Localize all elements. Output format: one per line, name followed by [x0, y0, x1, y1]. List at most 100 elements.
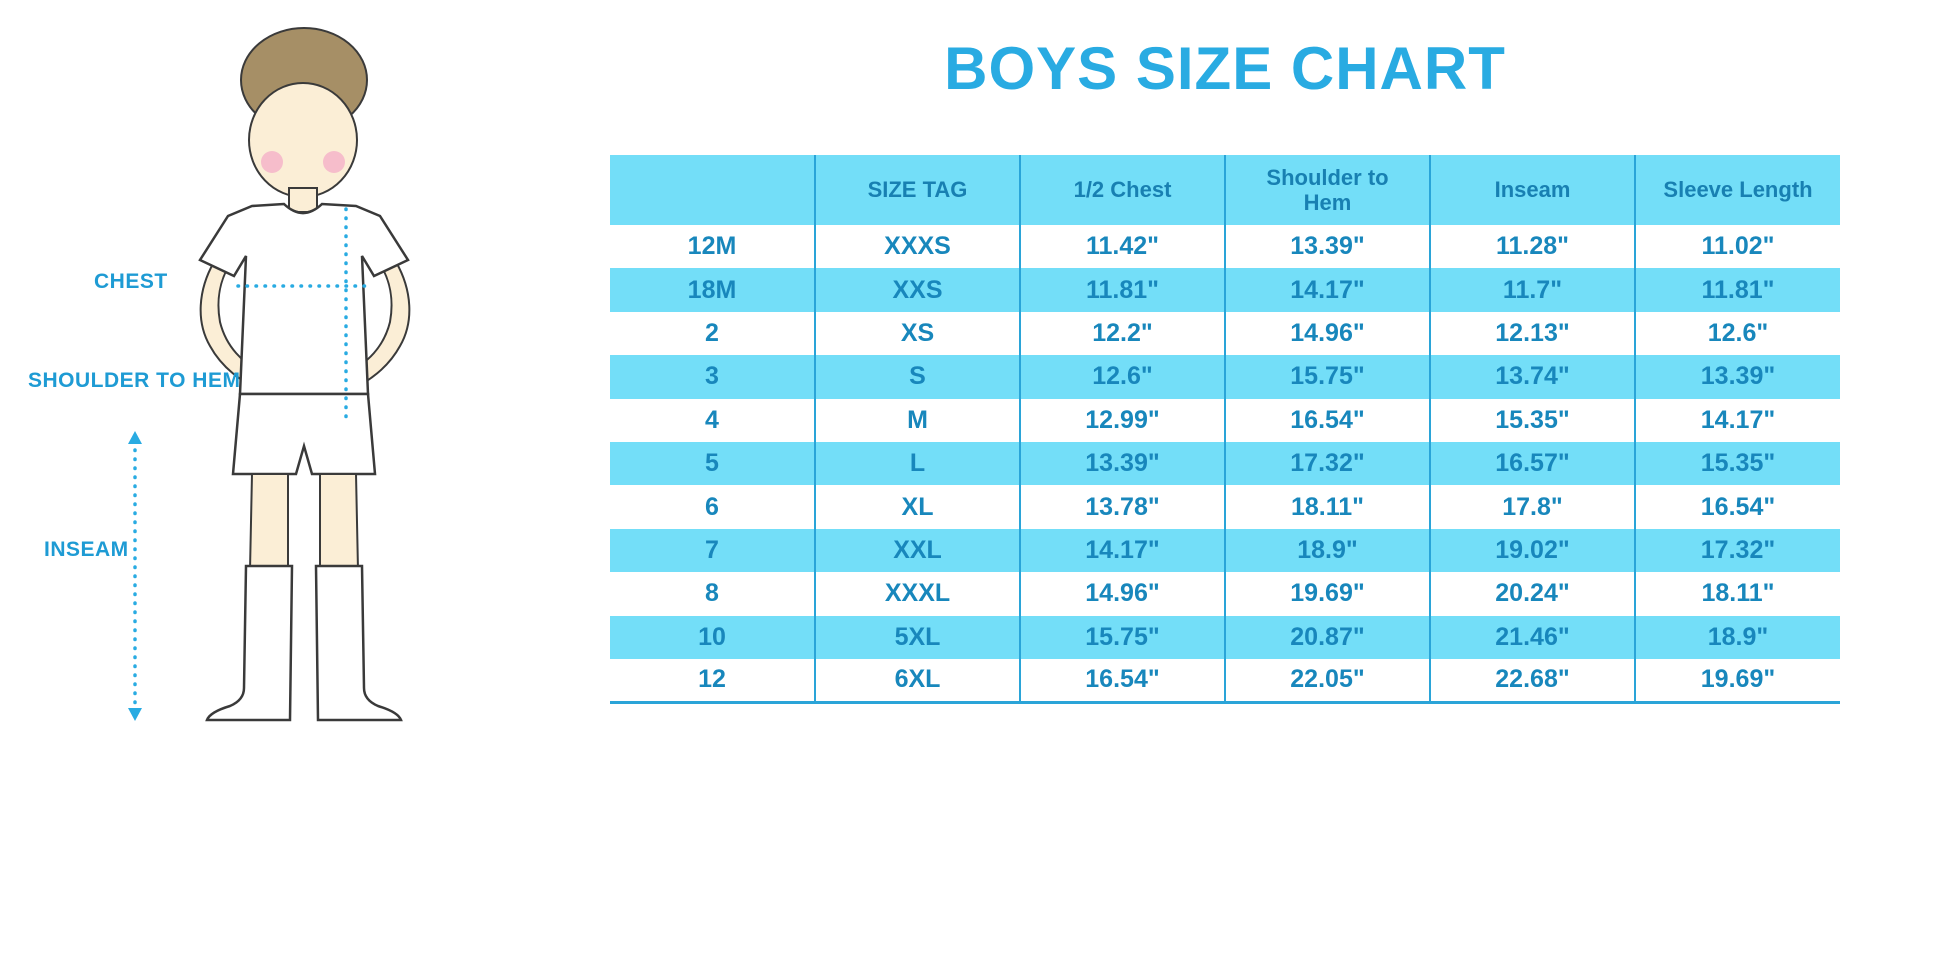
value-cell: 15.35": [1634, 441, 1840, 486]
size-cell: 6: [705, 492, 719, 521]
chest-label: CHEST: [94, 270, 168, 293]
value-cell: 14.17": [1634, 398, 1840, 442]
size-cell: 3: [610, 355, 815, 399]
value-cell: 12.6": [1019, 355, 1225, 399]
value-cell: S: [814, 355, 1020, 399]
value-cell: 14.96": [1224, 311, 1430, 356]
value-cell: 20.24": [1429, 572, 1635, 616]
leg-left: [248, 473, 289, 571]
value-cell: 19.69": [1634, 658, 1840, 703]
blush-right: [323, 151, 345, 173]
page-title: BOYS SIZE CHART: [944, 35, 1506, 102]
value-cell: 15.75": [1224, 355, 1430, 399]
table-row: 4 M 12.99" 16.54" 15.35" 14.17": [610, 398, 1840, 442]
value-cell: 11.28": [1429, 225, 1635, 269]
value-cell: 13.39": [1634, 355, 1840, 399]
sock-right: [314, 564, 403, 722]
inseam-arrow-down-icon: [128, 708, 142, 721]
value-cell: 11.42": [1019, 225, 1225, 269]
value-cell: 13.78": [1019, 485, 1225, 529]
value-cell: XL: [814, 485, 1020, 529]
leg-right: [319, 473, 360, 571]
boy-illustration: [128, 27, 411, 722]
table-row: 12 6XL 16.54" 22.05" 22.68" 19.69": [610, 658, 1840, 703]
size-cell: 4: [705, 405, 719, 434]
value-cell: XXL: [814, 528, 1020, 573]
column-header: Inseam: [1429, 155, 1635, 225]
value-cell: L: [814, 441, 1020, 486]
value-cell: 11.7": [1429, 268, 1635, 312]
value-cell: 15.75": [1019, 615, 1225, 659]
size-cell: 8: [705, 579, 719, 608]
inseam-label: INSEAM: [44, 538, 129, 561]
size-cell: 12M: [687, 232, 737, 261]
value-cell: 16.54": [1019, 658, 1225, 703]
value-cell: 13.74": [1429, 355, 1635, 399]
value-cell: 22.05": [1224, 658, 1430, 703]
value-cell: 14.96": [1019, 572, 1225, 616]
value-cell: 19.69": [1224, 572, 1430, 616]
value-cell: 5XL: [814, 615, 1020, 659]
value-cell: 18.9": [1634, 615, 1840, 659]
table-row: 5 L 13.39" 17.32" 16.57" 15.35": [610, 441, 1840, 486]
value-cell: 6XL: [814, 658, 1020, 703]
value-cell: 18.11": [1224, 485, 1430, 529]
column-header: SIZE TAG: [814, 155, 1020, 225]
value-cell: 15.35": [1429, 398, 1635, 442]
value-cell: 14.17": [1224, 268, 1430, 312]
value-cell: 21.46": [1429, 615, 1635, 659]
table-row: 3 S 12.6" 15.75" 13.74" 13.39": [610, 355, 1840, 399]
table-row: 10 5XL 15.75" 20.87" 21.46" 18.9": [610, 615, 1840, 659]
value-cell: XXXS: [814, 225, 1020, 269]
table-row: 6 XL 13.78" 18.11" 17.8" 16.54": [610, 485, 1840, 529]
value-cell: 11.02": [1634, 225, 1840, 269]
value-cell: 11.81": [1019, 268, 1225, 312]
shorts: [231, 392, 377, 476]
size-table-body: 12M XXXS 11.42" 13.39" 11.28" 11.02" 18M XXS 11.…: [610, 225, 1840, 703]
shoulder-to-hem-label: SHOULDER TO HEM: [28, 369, 241, 392]
value-cell: 13.39": [1224, 225, 1430, 269]
collar: [285, 205, 321, 214]
inseam-arrow-up-icon: [128, 431, 142, 444]
value-cell: 20.87": [1224, 615, 1430, 659]
size-cell: 12: [698, 665, 726, 694]
value-cell: 16.57": [1429, 441, 1635, 486]
blush-left: [261, 151, 283, 173]
table-row: 2 XS 12.2" 14.96" 12.13" 12.6": [610, 311, 1840, 356]
value-cell: 19.02": [1429, 528, 1635, 573]
column-header: Sleeve Length: [1634, 155, 1840, 225]
value-cell: 11.81": [1634, 268, 1840, 312]
size-cell: 18M: [610, 268, 815, 312]
table-row: 7 XXL 14.17" 18.9" 19.02" 17.32": [610, 528, 1840, 573]
face: [248, 82, 358, 198]
value-cell: XS: [814, 311, 1020, 356]
size-cell: 2: [705, 318, 719, 347]
table-row: 18M XXS 11.81" 14.17" 11.7" 11.81": [610, 268, 1840, 312]
size-table-head-row: SIZE TAG 1/2 Chest Shoulder to Hem Inseam Sl…: [610, 155, 1840, 225]
size-table-head: SIZE TAG 1/2 Chest Shoulder to Hem Inseam Sl…: [610, 155, 1840, 225]
value-cell: 17.8": [1429, 485, 1635, 529]
value-cell: 12.13": [1429, 311, 1635, 356]
value-cell: 18.11": [1634, 572, 1840, 616]
table-row: 12M XXXS 11.42" 13.39" 11.28" 11.02": [610, 225, 1840, 269]
value-cell: XXXL: [814, 572, 1020, 616]
value-cell: 16.54": [1224, 398, 1430, 442]
size-cell: 10: [610, 615, 815, 659]
size-table: SIZE TAG 1/2 Chest Shoulder to Hem Inseam Sl…: [610, 155, 1840, 704]
value-cell: M: [814, 398, 1020, 442]
corner-cell: [610, 155, 815, 225]
column-header: 1/2 Chest: [1019, 155, 1225, 225]
value-cell: 22.68": [1429, 658, 1635, 703]
value-cell: 12.2": [1019, 311, 1225, 356]
value-cell: 17.32": [1224, 441, 1430, 486]
value-cell: 17.32": [1634, 528, 1840, 573]
value-cell: 13.39": [1019, 441, 1225, 486]
column-header: Shoulder to Hem: [1224, 155, 1430, 225]
neck: [288, 187, 318, 213]
value-cell: 18.9": [1224, 528, 1430, 573]
value-cell: 14.17": [1019, 528, 1225, 573]
value-cell: 12.99": [1019, 398, 1225, 442]
table-row: 8 XXXL 14.96" 19.69" 20.24" 18.11": [610, 572, 1840, 616]
sock-left: [205, 564, 294, 722]
